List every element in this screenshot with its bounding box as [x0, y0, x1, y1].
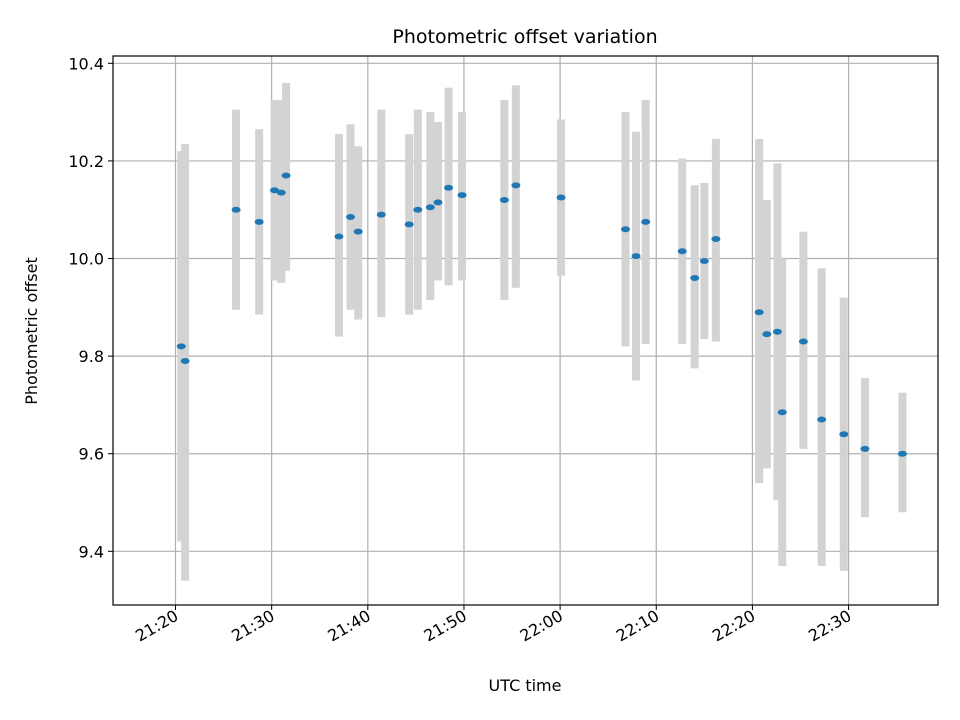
data-point	[376, 211, 386, 218]
data-point	[425, 204, 435, 211]
data-point	[677, 248, 687, 255]
grid-lines	[113, 56, 938, 605]
data-point	[556, 194, 566, 201]
data-point	[180, 358, 190, 364]
data-point	[457, 192, 467, 199]
data-point	[690, 275, 700, 282]
data-point	[276, 189, 286, 196]
y-tick-label: 10.4	[68, 54, 104, 73]
data-point	[631, 253, 641, 260]
data-point	[254, 218, 264, 225]
data-point	[860, 445, 870, 452]
data-point	[777, 409, 787, 416]
y-tick-label: 10.0	[68, 250, 104, 269]
data-point	[897, 450, 907, 457]
data-point	[699, 257, 709, 264]
chart-title: Photometric offset variation	[392, 26, 657, 48]
data-point	[839, 431, 849, 438]
data-point	[231, 206, 241, 213]
data-point	[270, 187, 280, 194]
data-point	[762, 331, 772, 338]
data-point	[798, 338, 808, 345]
data-point	[817, 416, 827, 423]
data-point	[413, 206, 423, 213]
data-point	[641, 218, 651, 225]
y-tick-label: 9.4	[79, 542, 104, 561]
x-axis-label: UTC time	[489, 676, 562, 695]
y-tick-label: 10.2	[68, 152, 104, 171]
data-point	[444, 184, 454, 191]
y-tick-label: 9.6	[79, 445, 104, 464]
y-axis-label: Photometric offset	[22, 257, 41, 405]
data-point	[711, 236, 721, 242]
plot-frame	[112, 55, 939, 606]
data-point	[499, 196, 509, 203]
y-tick-label: 9.8	[79, 347, 104, 366]
data-point	[621, 226, 630, 233]
data-point	[346, 214, 355, 221]
data-point	[176, 343, 186, 350]
data-point	[334, 233, 344, 240]
data-point	[353, 228, 363, 235]
data-points	[176, 172, 907, 457]
data-point	[754, 309, 764, 316]
data-point	[281, 172, 291, 179]
data-point	[433, 199, 443, 206]
data-point	[511, 182, 521, 189]
data-point	[404, 221, 414, 228]
data-point	[772, 328, 782, 335]
